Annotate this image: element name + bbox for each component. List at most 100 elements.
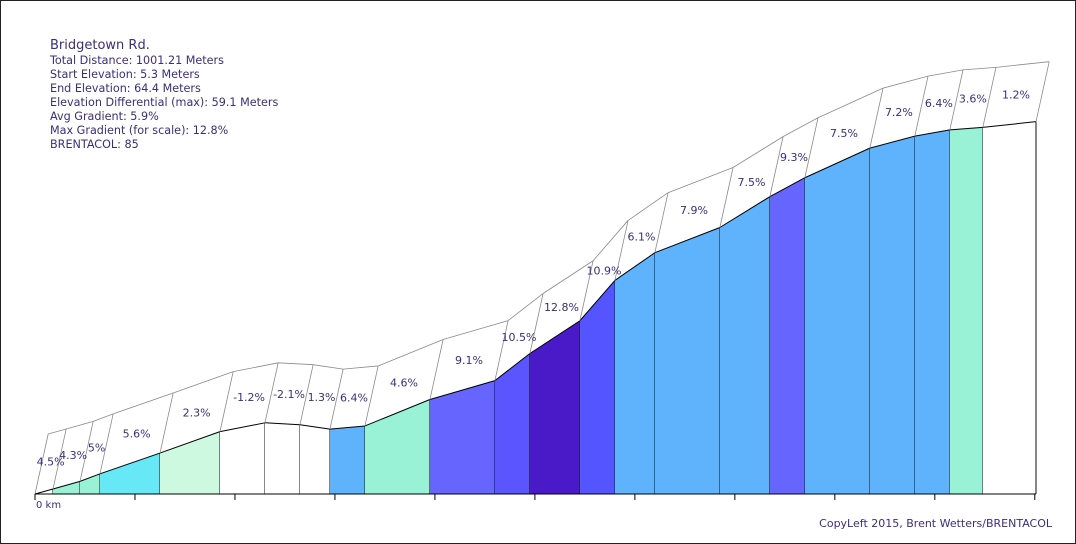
gradient-label: 7.5% [737, 176, 765, 189]
label-box-edge [869, 88, 884, 149]
segment-fill [219, 422, 265, 494]
segment-fill [159, 431, 220, 494]
segment-fill [52, 481, 80, 494]
label-box-top [507, 293, 544, 321]
stat-brentacol: BRENTACOL: 85 [50, 138, 139, 151]
profile-line [579, 280, 616, 322]
label-box-edge [982, 67, 997, 128]
label-box-edge [34, 433, 49, 495]
label-box-edge [1035, 61, 1050, 122]
label-box-edge [769, 136, 784, 197]
segment-fill [614, 252, 655, 494]
segment-fill [429, 380, 495, 494]
gradient-label: 9.1% [455, 354, 483, 367]
profile-line [299, 424, 331, 430]
segment-fill [494, 353, 530, 494]
profile-line [34, 488, 54, 495]
profile-line [654, 227, 721, 254]
label-box-edge [429, 339, 444, 400]
label-box-edge [299, 364, 314, 425]
label-box-edge [914, 76, 929, 137]
gradient-label: 1.2% [1002, 89, 1030, 102]
profile-line [264, 422, 300, 426]
gradient-label: -2.1% [273, 388, 305, 401]
stat-elevation-differential: Elevation Differential (max): 59.1 Meter… [50, 96, 279, 109]
profile-line [949, 126, 983, 131]
gradient-label: 2.3% [183, 406, 211, 419]
profile-line [329, 425, 365, 430]
label-box-edge [329, 369, 344, 430]
gradient-label: 5.6% [123, 427, 151, 440]
gradient-label: 1.3% [308, 391, 336, 404]
segment-fill [329, 425, 365, 494]
gradient-label: 6.4% [925, 97, 953, 110]
profile-line [719, 196, 771, 228]
label-box-top [782, 117, 819, 137]
label-box-edge [264, 362, 279, 423]
label-box-top [278, 362, 314, 366]
label-box-top [962, 66, 997, 71]
label-box-edge [159, 392, 174, 454]
label-box-top [93, 413, 114, 422]
segment-fill [529, 320, 580, 494]
segment-fills [34, 121, 1037, 495]
label-box-edge [949, 69, 964, 130]
stat-start-elevation: Start Elevation: 5.3 Meters [50, 68, 200, 81]
segment-fill [579, 280, 615, 494]
label-box-top [377, 339, 444, 367]
route-info: Bridgetown Rd. Total Distance: 1001.21 M… [50, 38, 278, 152]
copyright-text: CopyLeft 2015, Brent Wetters/BRENTACOL [819, 517, 1052, 530]
segment-fill [719, 196, 770, 494]
label-box-top [817, 87, 884, 119]
profile-line [79, 473, 101, 482]
stat-total-distance: Total Distance: 1001.21 Meters [50, 54, 224, 67]
gradient-label: 6.4% [340, 392, 368, 405]
label-box-top [233, 362, 279, 373]
profile-line [52, 480, 81, 490]
profile-line [529, 320, 581, 354]
profile-line [494, 353, 531, 381]
segment-fill [769, 177, 805, 495]
label-box-top [343, 365, 379, 370]
label-box-edge [494, 320, 509, 381]
segment-fill [982, 121, 1036, 495]
segment-fill [914, 129, 950, 495]
label-box-top [113, 392, 174, 415]
segment-fill [99, 453, 160, 494]
gradient-label: 7.5% [830, 127, 858, 140]
label-box-top [667, 167, 734, 194]
label-box-top [443, 320, 509, 340]
segment-fill [869, 136, 915, 494]
x-tick-label: 0 km [36, 500, 61, 511]
segment-fill [79, 473, 100, 494]
segment-fill [804, 148, 870, 494]
label-box-edge [654, 192, 669, 253]
profile-line [869, 135, 915, 149]
label-box-edge [579, 260, 594, 321]
segment-fill [949, 127, 983, 494]
label-box-edge [219, 371, 234, 432]
label-box-top [313, 364, 344, 370]
label-box-top [627, 192, 669, 221]
route-title: Bridgetown Rd. [50, 38, 150, 53]
label-box-edge [364, 365, 379, 427]
segment-fill [299, 424, 330, 494]
gradient-label: 6.1% [627, 231, 655, 244]
gradient-label: 3.6% [959, 93, 987, 106]
gradient-label: 9.3% [780, 151, 808, 164]
label-box-top [173, 371, 234, 394]
label-box-top [927, 69, 964, 77]
profile-line [429, 380, 496, 400]
gradient-labels: 4.5%4.3%5% 5.6% 2.3% -1.2% -2.1% 1.3% 6.4% 4.6%… [37, 89, 1030, 469]
stat-end-elevation: End Elevation: 64.4 Meters [50, 82, 201, 95]
label-box-top [882, 75, 929, 89]
x-axis: 0 km [34, 493, 1036, 511]
label-box-edge [52, 428, 67, 490]
stat-max-gradient: Max Gradient (for scale): 12.8% [50, 124, 229, 137]
label-box-top [592, 220, 629, 262]
segment-fill [264, 422, 300, 494]
profile-line [364, 399, 431, 427]
gradient-label: 5% [88, 442, 105, 455]
gradient-label: 4.3% [59, 449, 87, 462]
